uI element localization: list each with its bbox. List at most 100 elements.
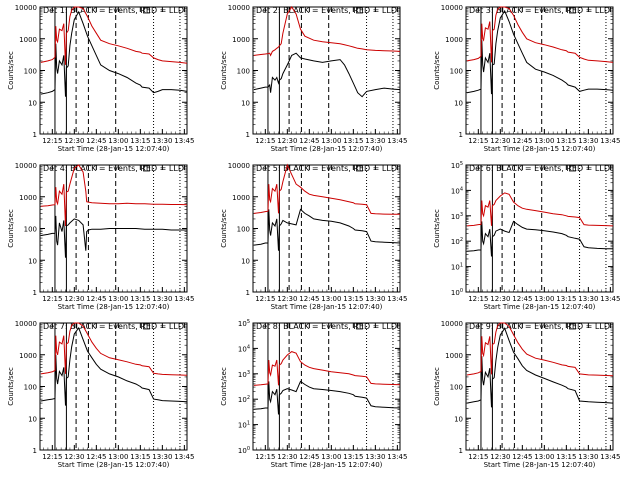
y-tick-label: 10: [454, 99, 463, 107]
x-axis-label: Start Time (28-Jan-15 12:07:40): [484, 145, 596, 153]
y-axis-label: Counts/sec: [220, 51, 228, 90]
chart-title: Det 6: BLACK = Events, RED = LLD: [469, 164, 610, 173]
y-tick-label: 100: [24, 226, 37, 234]
panel-det-2: Det 2: BLACK = Events, RED = LLD Counts/s…: [220, 4, 407, 153]
y-axis-label: Counts/sec: [433, 51, 441, 90]
x-tick-label: 13:45: [387, 453, 407, 461]
x-axis-label: Start Time (28-Jan-15 12:07:40): [271, 145, 383, 153]
x-axis-label: Start Time (28-Jan-15 12:07:40): [484, 303, 596, 311]
series-line-lld: [253, 351, 401, 386]
series-line-lld: [466, 192, 614, 227]
series-line-lld: [466, 322, 614, 377]
x-tick-label: 13:45: [600, 295, 620, 303]
x-tick-label: 13:30: [152, 295, 172, 303]
y-tick-label: 10: [241, 99, 250, 107]
x-tick-label: 12:15: [42, 137, 62, 145]
series-line-events: [253, 208, 401, 251]
x-tick-label: 12:30: [277, 137, 297, 145]
plot-frame: [39, 6, 188, 135]
attenuator-marker: [143, 165, 150, 172]
y-tick-label: 104: [238, 344, 250, 353]
x-axis-label: Start Time (28-Jan-15 12:07:40): [58, 303, 170, 311]
x-tick-label: 12:30: [490, 453, 510, 461]
y-tick-label: 1: [459, 131, 463, 139]
x-tick-label: 13:30: [152, 137, 172, 145]
series-line-lld: [40, 322, 188, 376]
y-tick-label: 104: [451, 186, 463, 195]
plot-frame: [252, 322, 401, 451]
chart-title: Det 4: BLACK = Events, RED = LLD: [43, 164, 184, 173]
series-line-events: [40, 10, 188, 97]
y-tick-exponent: 2: [460, 237, 463, 243]
x-tick-label: 13:15: [130, 295, 150, 303]
y-axis-label: Counts/sec: [220, 209, 228, 248]
attenuator-marker: [143, 323, 150, 330]
y-tick-label: 105: [238, 319, 250, 328]
x-tick-label: 12:30: [490, 295, 510, 303]
panel-det-8: Det 8: BLACK = Events, RED = LLD Counts/s…: [220, 319, 407, 469]
y-tick-exponent: 5: [460, 161, 463, 167]
chart-title: Det 8: BLACK = Events, RED = LLD: [256, 322, 397, 331]
y-tick-label: 100: [451, 288, 463, 297]
y-tick-label: 10000: [15, 162, 37, 170]
y-tick-label: 102: [451, 237, 463, 246]
panel-det-6: Det 6: BLACK = Events, RED = LLD Counts/s…: [433, 161, 620, 311]
y-tick-exponent: 0: [247, 446, 250, 452]
x-tick-label: 13:00: [534, 453, 554, 461]
y-tick-label: 102: [238, 395, 250, 404]
x-tick-label: 13:15: [343, 137, 363, 145]
panel-det-5: Det 5: BLACK = Events, RED = LLD Counts/s…: [220, 162, 407, 311]
y-tick-label: 1: [33, 131, 37, 139]
panel-det-1: Det 1: BLACK = Events, RED = LLD Counts/s…: [7, 4, 194, 153]
x-tick-label: 12:15: [255, 295, 275, 303]
y-tick-label: 1000: [232, 36, 250, 44]
x-axis-label: Start Time (28-Jan-15 12:07:40): [484, 461, 596, 469]
y-tick-exponent: 1: [247, 421, 250, 427]
chart-title: Det 1: BLACK = Events, RED = LLD: [43, 6, 184, 15]
y-tick-label: 1000: [445, 36, 463, 44]
y-tick-label: 1: [33, 289, 37, 297]
y-tick-label: 10: [454, 415, 463, 423]
x-axis-label: Start Time (28-Jan-15 12:07:40): [58, 145, 170, 153]
series-line-events: [253, 380, 401, 415]
series-line-lld: [253, 163, 400, 215]
x-tick-label: 12:30: [64, 453, 84, 461]
x-tick-label: 13:45: [174, 295, 194, 303]
y-axis-label: Counts/sec: [433, 367, 441, 406]
x-tick-label: 12:15: [255, 453, 275, 461]
y-tick-label: 100: [450, 384, 463, 392]
x-tick-label: 13:00: [108, 453, 128, 461]
x-tick-label: 12:30: [64, 137, 84, 145]
y-tick-label: 100: [450, 68, 463, 76]
y-tick-label: 100: [24, 384, 37, 392]
y-tick-label: 1000: [445, 352, 463, 360]
x-tick-label: 13:30: [152, 453, 172, 461]
x-tick-label: 12:15: [42, 453, 62, 461]
y-tick-label: 10000: [228, 162, 250, 170]
y-tick-label: 10000: [441, 320, 463, 328]
y-tick-label: 10: [28, 99, 37, 107]
chart-title: Det 3: BLACK = Events, RED = LLD: [469, 6, 610, 15]
y-tick-label: 10: [28, 257, 37, 265]
x-tick-label: 12:15: [255, 137, 275, 145]
x-tick-label: 13:00: [534, 295, 554, 303]
series-line-events: [466, 9, 614, 95]
attenuator-marker: [569, 7, 576, 14]
x-tick-label: 13:15: [343, 453, 363, 461]
y-tick-exponent: 0: [460, 288, 463, 294]
x-tick-label: 12:30: [64, 295, 84, 303]
x-tick-label: 13:45: [174, 453, 194, 461]
x-tick-label: 13:00: [108, 295, 128, 303]
x-axis-label: Start Time (28-Jan-15 12:07:40): [58, 461, 170, 469]
chart-title: Det 2: BLACK = Events, RED = LLD: [256, 6, 397, 15]
plot-frame: [465, 164, 614, 293]
y-tick-label: 100: [237, 68, 250, 76]
y-tick-exponent: 1: [460, 263, 463, 269]
x-tick-label: 12:15: [468, 453, 488, 461]
x-tick-label: 13:15: [556, 295, 576, 303]
x-tick-label: 12:15: [468, 137, 488, 145]
plot-frame: [252, 6, 401, 135]
y-tick-label: 100: [238, 446, 250, 455]
x-tick-label: 13:15: [130, 137, 150, 145]
